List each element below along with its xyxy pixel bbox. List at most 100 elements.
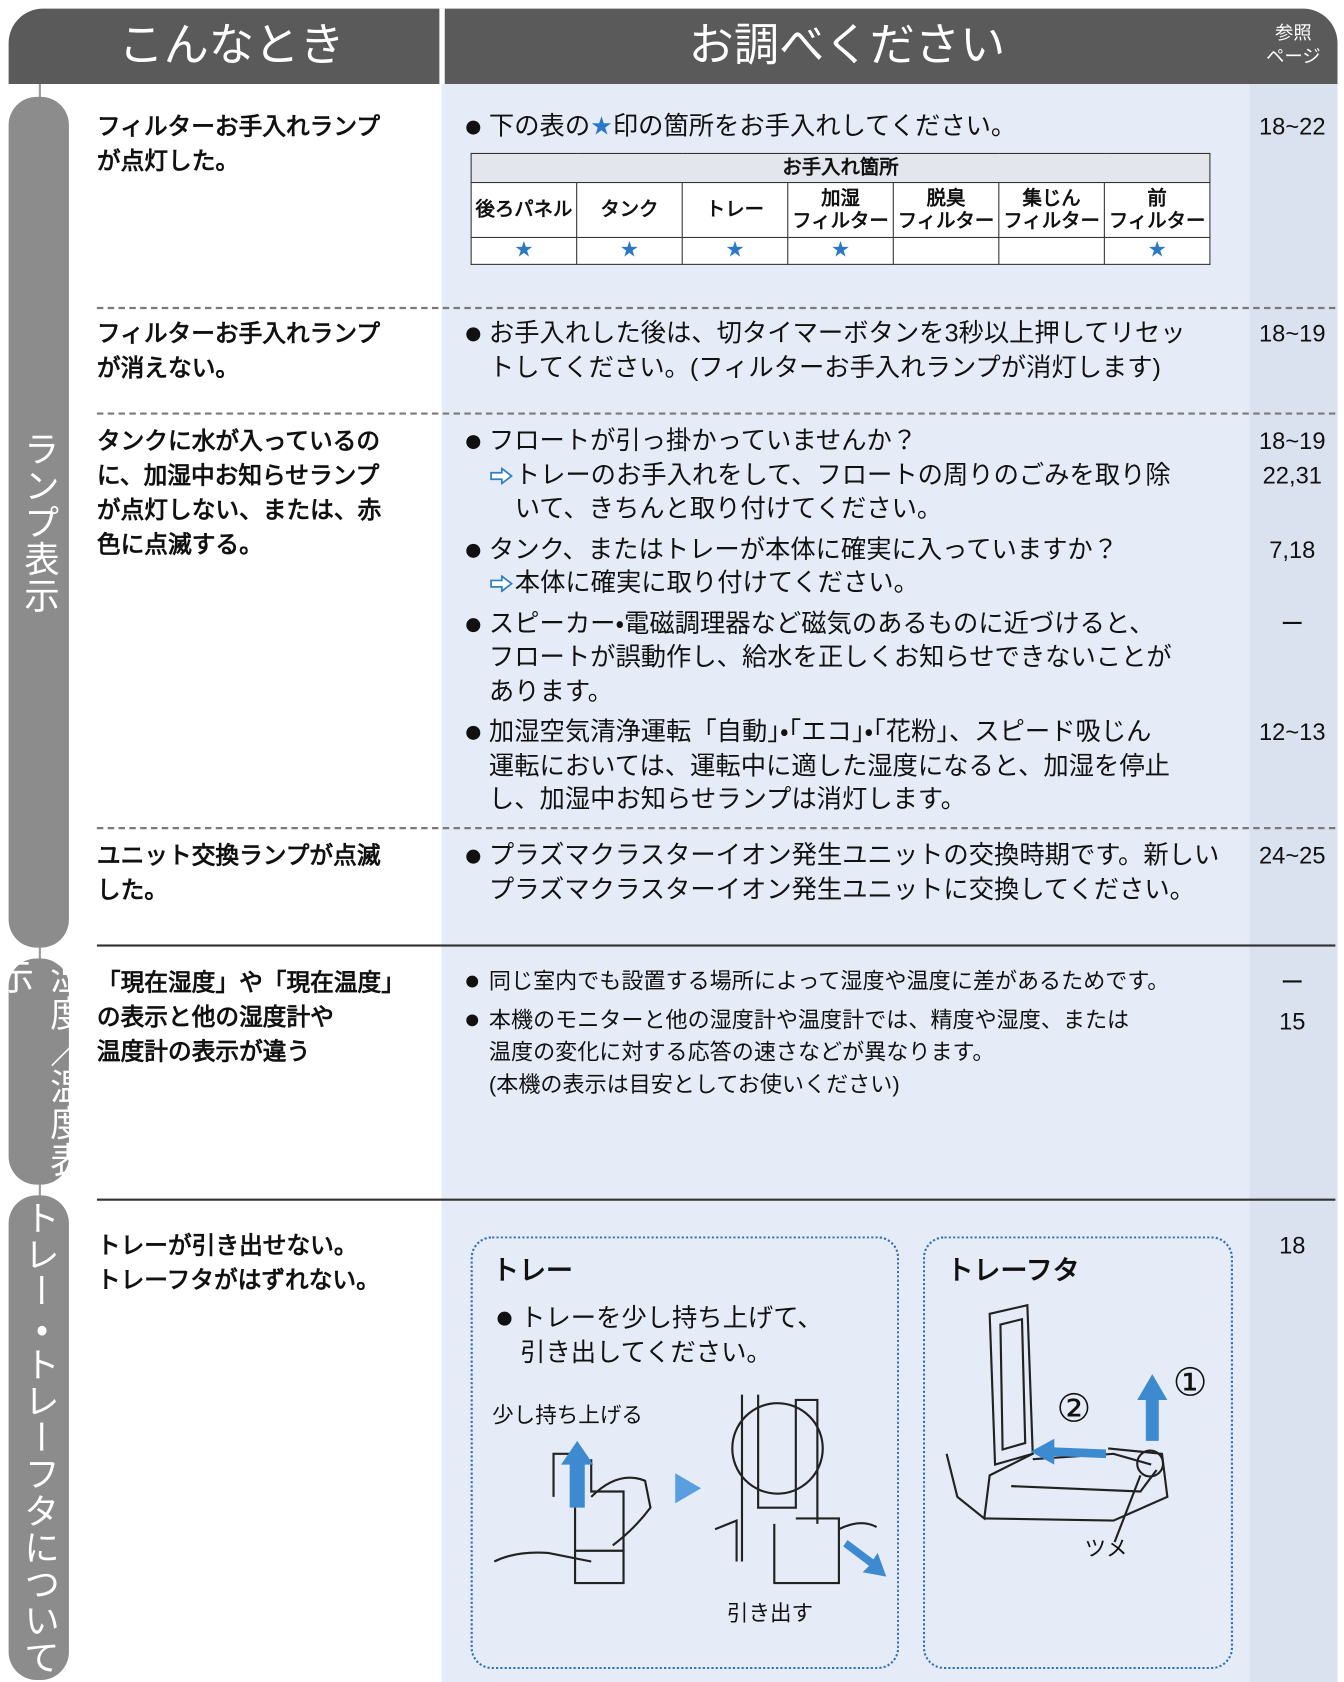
question-line: トレーフタがはずれない。 — [96, 1266, 380, 1294]
table-title-row: お手入れ箇所 — [470, 152, 1211, 183]
answer: 下の表の★印の箇所をお手入れしてください。 お手入れ箇所 後ろパネル タンク トレー 加湿… — [463, 110, 1335, 271]
answer-item: お手入れした後は、切タイマーボタンを3秒以上押してリセッ トしてください。(フィル… — [463, 317, 1335, 385]
care-table: お手入れ箇所 後ろパネル タンク トレー 加湿 フィルター 脱臭 フィルター 集じん フィルター前… — [470, 152, 1211, 265]
page-ref-line: ページ — [1266, 46, 1321, 67]
item-line: フロートが誤動作し、給水を正しくお知らせできないことが — [488, 642, 1172, 671]
header-bar — [8, 8, 1338, 84]
header-line: フィルター — [1003, 209, 1100, 231]
sub-text: 本体に確実に取り付けてください。 — [514, 568, 919, 597]
item-line: お手入れした後は、切タイマーボタンを3秒以上押してリセッ — [488, 318, 1186, 347]
illustration-label: 少し持ち上げる — [492, 1404, 643, 1428]
header-divider — [439, 8, 445, 84]
question-line: した。 — [96, 876, 169, 904]
tab-label: ランプ表示 — [19, 430, 60, 614]
sub-line: いて、きちんと取り付けてください。 — [489, 492, 1248, 526]
table-title: お手入れ箇所 — [470, 152, 1211, 183]
item-body: プラズマクラスターイオン発生ユニットの交換時期です。新しい プラズマクラスターイオ… — [463, 839, 1248, 907]
step-number: ② — [1056, 1385, 1092, 1431]
tray-illustration — [493, 1394, 887, 1585]
item-body: 本機のモニターと他の湿度計や温度計では、精度や湿度、または 温度の変化に対する応答… — [463, 1005, 1248, 1102]
header-line: 後ろパネル — [475, 198, 573, 220]
page-ref: 18 — [1279, 1231, 1306, 1259]
item-line: プラズマクラスターイオン発生ユニットに交換してください。 — [488, 874, 1195, 903]
table-header: 集じん フィルター — [998, 181, 1105, 238]
question: タンクに水が入っているの に、加湿中お知らせランプ が点灯しない、または、赤 色に点滅… — [97, 424, 431, 562]
page-refs: 18~22 — [1249, 110, 1335, 144]
bullet — [466, 975, 479, 988]
illustration-label: 引き出す — [726, 1602, 814, 1627]
box-text-line: トレーを少し持ち上げて、 — [520, 1304, 823, 1333]
answer: プラズマクラスターイオン発生ユニットの交換時期です。新しい プラズマクラスターイオ… — [463, 839, 1335, 913]
question-line: が消えない。 — [96, 354, 240, 382]
question-line: 温度計の表示が違う — [96, 1038, 311, 1066]
sub-text: いて、きちんと取り付けてください。 — [514, 494, 943, 523]
page-refs: 12~13 — [1249, 715, 1335, 749]
table-mark — [998, 236, 1105, 265]
item-line: し、加湿中お知らせランプは消灯します。 — [488, 785, 966, 814]
page-refs: ー — [1249, 966, 1335, 1000]
bullet — [497, 1311, 512, 1326]
answer-column — [441, 83, 1250, 1682]
sub-line: トレーのお手入れをして、フロートの周りのごみを取り除 — [489, 458, 1248, 492]
table-header: 脱臭 フィルター — [892, 181, 1000, 238]
tray-lid-box: トレーフタ ① ② ツメ — [922, 1236, 1234, 1670]
bullet — [466, 435, 481, 450]
header-line: フィルター — [792, 209, 889, 231]
illustration-label: ツメ — [1084, 1537, 1128, 1562]
bullet — [466, 849, 481, 864]
table-mark: ★ — [470, 236, 578, 265]
bullet — [466, 120, 481, 135]
answer-item: プラズマクラスターイオン発生ユニットの交換時期です。新しい プラズマクラスターイオ… — [463, 839, 1335, 907]
item-body: フロートが引っ掛かっていませんか？ トレーのお手入れをして、フロートの周りのごみを… — [463, 424, 1248, 526]
section-separator — [96, 944, 1336, 947]
header-line: フィルター — [897, 209, 995, 231]
page-ref: 24~25 — [1258, 842, 1326, 870]
item-line: 温度の変化に対する応答の速さなどが異なります。 — [488, 1040, 995, 1066]
header-line: トレー — [705, 198, 765, 220]
answer-item: 下の表の★印の箇所をお手入れしてください。 お手入れ箇所 後ろパネル タンク トレー 加湿… — [463, 110, 1335, 265]
page-refs: ー — [1249, 607, 1335, 641]
question-line: 「現在湿度」や「現在温度」 — [96, 969, 405, 997]
item-body: スピーカー・電磁調理器など磁気のあるものに近づけると、 フロートが誤動作し、給水を… — [463, 607, 1248, 709]
table-header: 加湿 フィルター — [787, 181, 894, 238]
table-mark: ★ — [681, 236, 789, 265]
page-ref: ー — [1280, 610, 1305, 637]
header-line: 加湿 — [821, 186, 860, 209]
item-body: 加湿空気清浄運転「自動」・「エコ」・「花粉」、スピード吸じん 運転においては、運転… — [463, 715, 1248, 817]
header-check: お調べください — [688, 19, 1006, 70]
table-mark: ★ — [576, 236, 683, 265]
page-refs: 24~25 — [1249, 839, 1335, 873]
page-ref: 7,18 — [1269, 535, 1316, 563]
box-title: トレーフタ — [946, 1255, 1080, 1286]
sub-line: 本体に確実に取り付けてください。 — [489, 566, 1248, 600]
item-body: タンク、またはトレーが本体に確実に入っていますか？ 本体に確実に取り付けてください… — [463, 533, 1248, 601]
row-separator — [96, 412, 1336, 415]
tab-label: トレー・トレーフタについて — [19, 1199, 60, 1676]
table-header: タンク — [576, 181, 683, 238]
tray-box: トレー トレーを少し持ち上げて、 引き出してください。 少し持ち上げる 引き出す — [470, 1236, 900, 1670]
page-ref-line: 参照 — [1275, 22, 1312, 44]
item-line: トしてください。(フィルターお手入れランプが消灯します) — [488, 352, 1161, 381]
question-line: が点灯しない、または、赤 — [96, 496, 382, 524]
item-line: 運転においては、運転中に適した湿度になると、加湿を停止 — [488, 751, 1170, 780]
table-header: トレー — [681, 181, 789, 238]
question: フィルターお手入れランプ が消えない。 — [97, 317, 431, 386]
question-line: トレーが引き出せない。 — [96, 1231, 358, 1259]
page-ref: 18~19 — [1258, 427, 1326, 455]
arrow-icon — [490, 466, 513, 485]
item-line: プラズマクラスターイオン発生ユニットの交換時期です。新しい — [488, 841, 1220, 870]
side-tab: ランプ表示 — [8, 96, 69, 948]
sub-text: トレーのお手入れをして、フロートの周りのごみを取り除 — [514, 460, 1171, 489]
table-mark-row: ★ ★ ★ ★ ★ — [470, 236, 1211, 265]
item-body: お手入れした後は、切タイマーボタンを3秒以上押してリセッ トしてください。(フィル… — [463, 317, 1248, 385]
table-header: 前フィルター — [1103, 181, 1211, 238]
question-line: フィルターお手入れランプ — [96, 319, 381, 347]
question-line: の表示と他の湿度計や — [96, 1003, 334, 1031]
page-ref: 18~22 — [1258, 113, 1326, 140]
text-run: 印の箇所をお手入れしてください。 — [612, 111, 1017, 140]
answer-item: フロートが引っ掛かっていませんか？ トレーのお手入れをして、フロートの周りのごみを… — [463, 424, 1335, 526]
table-mark: ★ — [787, 236, 894, 265]
bullet — [466, 543, 481, 558]
answer-item: タンク、またはトレーが本体に確実に入っていますか？ 本体に確実に取り付けてください… — [463, 533, 1335, 601]
row-separator — [96, 827, 1336, 830]
